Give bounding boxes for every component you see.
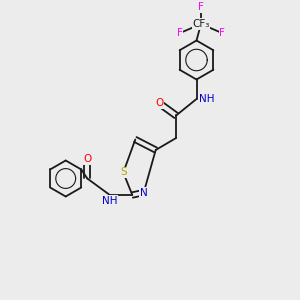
Text: CF₃: CF₃ — [192, 19, 210, 29]
Text: NH: NH — [102, 196, 118, 206]
Text: O: O — [155, 98, 164, 109]
Text: F: F — [219, 28, 225, 38]
Text: O: O — [83, 154, 92, 164]
Text: F: F — [198, 2, 204, 13]
Text: F: F — [177, 28, 183, 38]
Text: NH: NH — [200, 94, 215, 104]
Text: S: S — [120, 167, 127, 178]
Text: N: N — [140, 188, 148, 198]
